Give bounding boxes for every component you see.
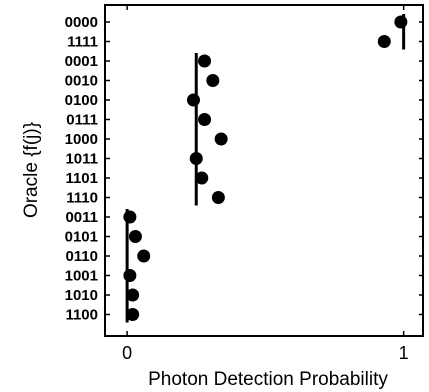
data-point — [394, 15, 408, 29]
y-tick-label: 1110 — [66, 190, 98, 207]
y-axis-tick-labels: 0000 1111 0001 0010 0100 0111 1000 1011 1101 1110… — [65, 14, 98, 324]
y-tick-label: 0101 — [65, 229, 98, 246]
data-point — [214, 132, 228, 146]
x-tick-label: 0 — [122, 343, 132, 363]
data-point — [377, 35, 391, 48]
y-tick-label: 1101 — [65, 170, 98, 187]
y-tick-label: 0110 — [65, 248, 98, 265]
data-point — [195, 171, 209, 185]
data-point — [123, 210, 137, 224]
data-point — [211, 191, 225, 204]
y-axis-title: Oracle {f(j)} — [21, 122, 42, 218]
data-point — [137, 249, 151, 263]
y-tick-label: 1011 — [65, 151, 98, 168]
data-point — [186, 93, 200, 107]
data-point — [198, 113, 212, 126]
y-tick-label: 0000 — [65, 14, 98, 31]
x-tick-label: 1 — [399, 343, 409, 363]
y-tick-label: 1010 — [65, 287, 98, 304]
y-tick-label: 0011 — [65, 209, 98, 226]
y-tick-label: 1000 — [65, 131, 98, 148]
y-axis-ticks — [105, 21, 423, 316]
data-point — [128, 230, 142, 243]
data-points — [123, 15, 408, 321]
data-point — [206, 74, 220, 87]
data-point — [198, 54, 212, 68]
x-axis-title: Photon Detection Probability — [148, 369, 388, 390]
y-tick-label: 1100 — [65, 307, 98, 324]
y-tick-label: 0010 — [65, 73, 98, 90]
y-tick-label: 1001 — [65, 268, 98, 285]
y-tick-label: 0001 — [65, 53, 98, 70]
y-tick-label: 0111 — [66, 112, 98, 129]
plot-frame — [104, 4, 424, 337]
x-axis-ticks — [126, 5, 405, 336]
reference-lines — [125, 14, 406, 323]
data-point — [126, 308, 140, 321]
data-point — [123, 269, 137, 282]
data-point — [126, 288, 140, 302]
data-point — [189, 152, 203, 165]
y-tick-label: 0100 — [65, 92, 98, 109]
y-tick-label: 1111 — [67, 34, 98, 51]
